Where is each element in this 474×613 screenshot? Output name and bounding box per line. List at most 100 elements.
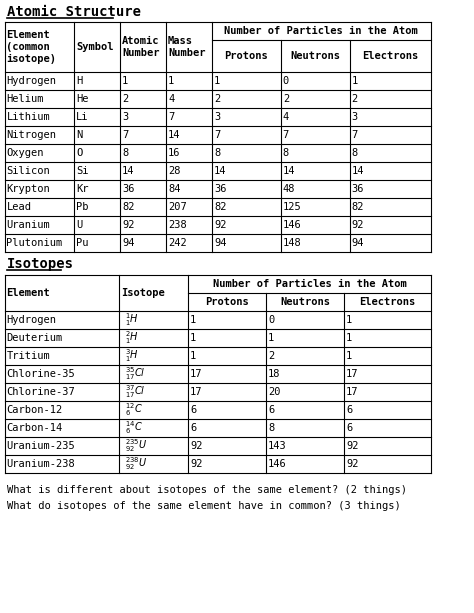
Text: 8: 8 xyxy=(214,148,220,158)
Text: 3: 3 xyxy=(352,112,358,122)
Text: Atomic Structure: Atomic Structure xyxy=(7,5,141,19)
Text: Mass
Number: Mass Number xyxy=(168,36,206,58)
Text: Uranium-238: Uranium-238 xyxy=(7,459,75,469)
Text: 6: 6 xyxy=(268,405,274,415)
Text: 1: 1 xyxy=(122,76,128,86)
Text: Nitrogen: Nitrogen xyxy=(7,130,56,140)
Text: 17: 17 xyxy=(346,387,359,397)
Text: Chlorine-35: Chlorine-35 xyxy=(7,369,75,379)
Text: Carbon-12: Carbon-12 xyxy=(7,405,63,415)
Text: 207: 207 xyxy=(168,202,187,212)
Text: Tritium: Tritium xyxy=(7,351,50,361)
Text: $^{14}_{6}C$: $^{14}_{6}C$ xyxy=(125,420,143,436)
Text: What is different about isotopes of the same element? (2 things): What is different about isotopes of the … xyxy=(7,485,407,495)
Text: Element: Element xyxy=(7,288,50,298)
Text: 146: 146 xyxy=(268,459,287,469)
Text: 4: 4 xyxy=(168,94,174,104)
Text: 1: 1 xyxy=(190,351,196,361)
Text: 1: 1 xyxy=(352,76,358,86)
Text: 94: 94 xyxy=(214,238,227,248)
Text: 36: 36 xyxy=(214,184,227,194)
Text: Symbol: Symbol xyxy=(76,42,114,52)
Text: U: U xyxy=(76,220,82,230)
Text: Uranium-235: Uranium-235 xyxy=(7,441,75,451)
Text: 48: 48 xyxy=(283,184,295,194)
Text: 1: 1 xyxy=(214,76,220,86)
Text: 92: 92 xyxy=(214,220,227,230)
Text: 14: 14 xyxy=(283,166,295,176)
Text: 6: 6 xyxy=(346,405,352,415)
Text: 7: 7 xyxy=(122,130,128,140)
Text: 92: 92 xyxy=(346,459,359,469)
Text: 125: 125 xyxy=(283,202,301,212)
Text: Element
(common
isotope): Element (common isotope) xyxy=(7,29,56,64)
Text: 18: 18 xyxy=(268,369,281,379)
Text: 1: 1 xyxy=(346,333,352,343)
Text: 8: 8 xyxy=(268,423,274,433)
Text: 20: 20 xyxy=(268,387,281,397)
Text: Hydrogen: Hydrogen xyxy=(7,76,56,86)
Text: Chlorine-37: Chlorine-37 xyxy=(7,387,75,397)
Text: Number of Particles in the Atom: Number of Particles in the Atom xyxy=(212,279,406,289)
Text: 1: 1 xyxy=(190,315,196,325)
Text: $^{1}_{1}H$: $^{1}_{1}H$ xyxy=(125,311,139,329)
Text: 242: 242 xyxy=(168,238,187,248)
Text: What do isotopes of the same element have in common? (3 things): What do isotopes of the same element hav… xyxy=(7,501,401,511)
Text: 1: 1 xyxy=(190,333,196,343)
Text: 2: 2 xyxy=(283,94,289,104)
Text: 2: 2 xyxy=(352,94,358,104)
Text: Isotope: Isotope xyxy=(121,288,165,298)
Text: $^{37}_{17}Cl$: $^{37}_{17}Cl$ xyxy=(125,384,146,400)
Text: 28: 28 xyxy=(168,166,181,176)
Text: 82: 82 xyxy=(352,202,364,212)
Text: 0: 0 xyxy=(283,76,289,86)
Text: Neutrons: Neutrons xyxy=(291,51,340,61)
Text: Deuterium: Deuterium xyxy=(7,333,63,343)
Text: 94: 94 xyxy=(352,238,364,248)
Text: 7: 7 xyxy=(352,130,358,140)
Text: 143: 143 xyxy=(268,441,287,451)
Text: Neutrons: Neutrons xyxy=(280,297,330,307)
Text: Li: Li xyxy=(76,112,89,122)
Text: Electrons: Electrons xyxy=(359,297,416,307)
Text: Pb: Pb xyxy=(76,202,89,212)
Text: 6: 6 xyxy=(190,405,196,415)
Text: O: O xyxy=(76,148,82,158)
Text: He: He xyxy=(76,94,89,104)
Text: Silicon: Silicon xyxy=(7,166,50,176)
Text: Lead: Lead xyxy=(7,202,31,212)
Text: 14: 14 xyxy=(122,166,135,176)
Text: Oxygen: Oxygen xyxy=(7,148,44,158)
Text: 36: 36 xyxy=(122,184,135,194)
Text: Krypton: Krypton xyxy=(7,184,50,194)
Text: 7: 7 xyxy=(168,112,174,122)
Text: H: H xyxy=(76,76,82,86)
Text: 92: 92 xyxy=(190,441,202,451)
Text: 1: 1 xyxy=(346,315,352,325)
Text: 92: 92 xyxy=(190,459,202,469)
Text: 3: 3 xyxy=(214,112,220,122)
Text: 8: 8 xyxy=(352,148,358,158)
Text: $^{235}_{92}U$: $^{235}_{92}U$ xyxy=(125,438,147,454)
Text: 1: 1 xyxy=(346,351,352,361)
Text: 14: 14 xyxy=(352,166,364,176)
Text: 94: 94 xyxy=(122,238,135,248)
Text: 17: 17 xyxy=(190,369,202,379)
Text: Protons: Protons xyxy=(205,297,249,307)
Text: 8: 8 xyxy=(283,148,289,158)
Text: Protons: Protons xyxy=(225,51,268,61)
Text: Plutonium: Plutonium xyxy=(7,238,63,248)
Text: 6: 6 xyxy=(190,423,196,433)
Text: 3: 3 xyxy=(122,112,128,122)
Text: 84: 84 xyxy=(168,184,181,194)
Text: Isotopes: Isotopes xyxy=(7,257,74,271)
Text: 6: 6 xyxy=(346,423,352,433)
Text: 14: 14 xyxy=(168,130,181,140)
Text: $^{35}_{17}Cl$: $^{35}_{17}Cl$ xyxy=(125,365,146,383)
Text: 148: 148 xyxy=(283,238,301,248)
Text: 2: 2 xyxy=(122,94,128,104)
Text: $^{12}_{6}C$: $^{12}_{6}C$ xyxy=(125,402,143,419)
Text: $^{238}_{92}U$: $^{238}_{92}U$ xyxy=(125,455,147,473)
Text: Uranium: Uranium xyxy=(7,220,50,230)
Text: Helium: Helium xyxy=(7,94,44,104)
